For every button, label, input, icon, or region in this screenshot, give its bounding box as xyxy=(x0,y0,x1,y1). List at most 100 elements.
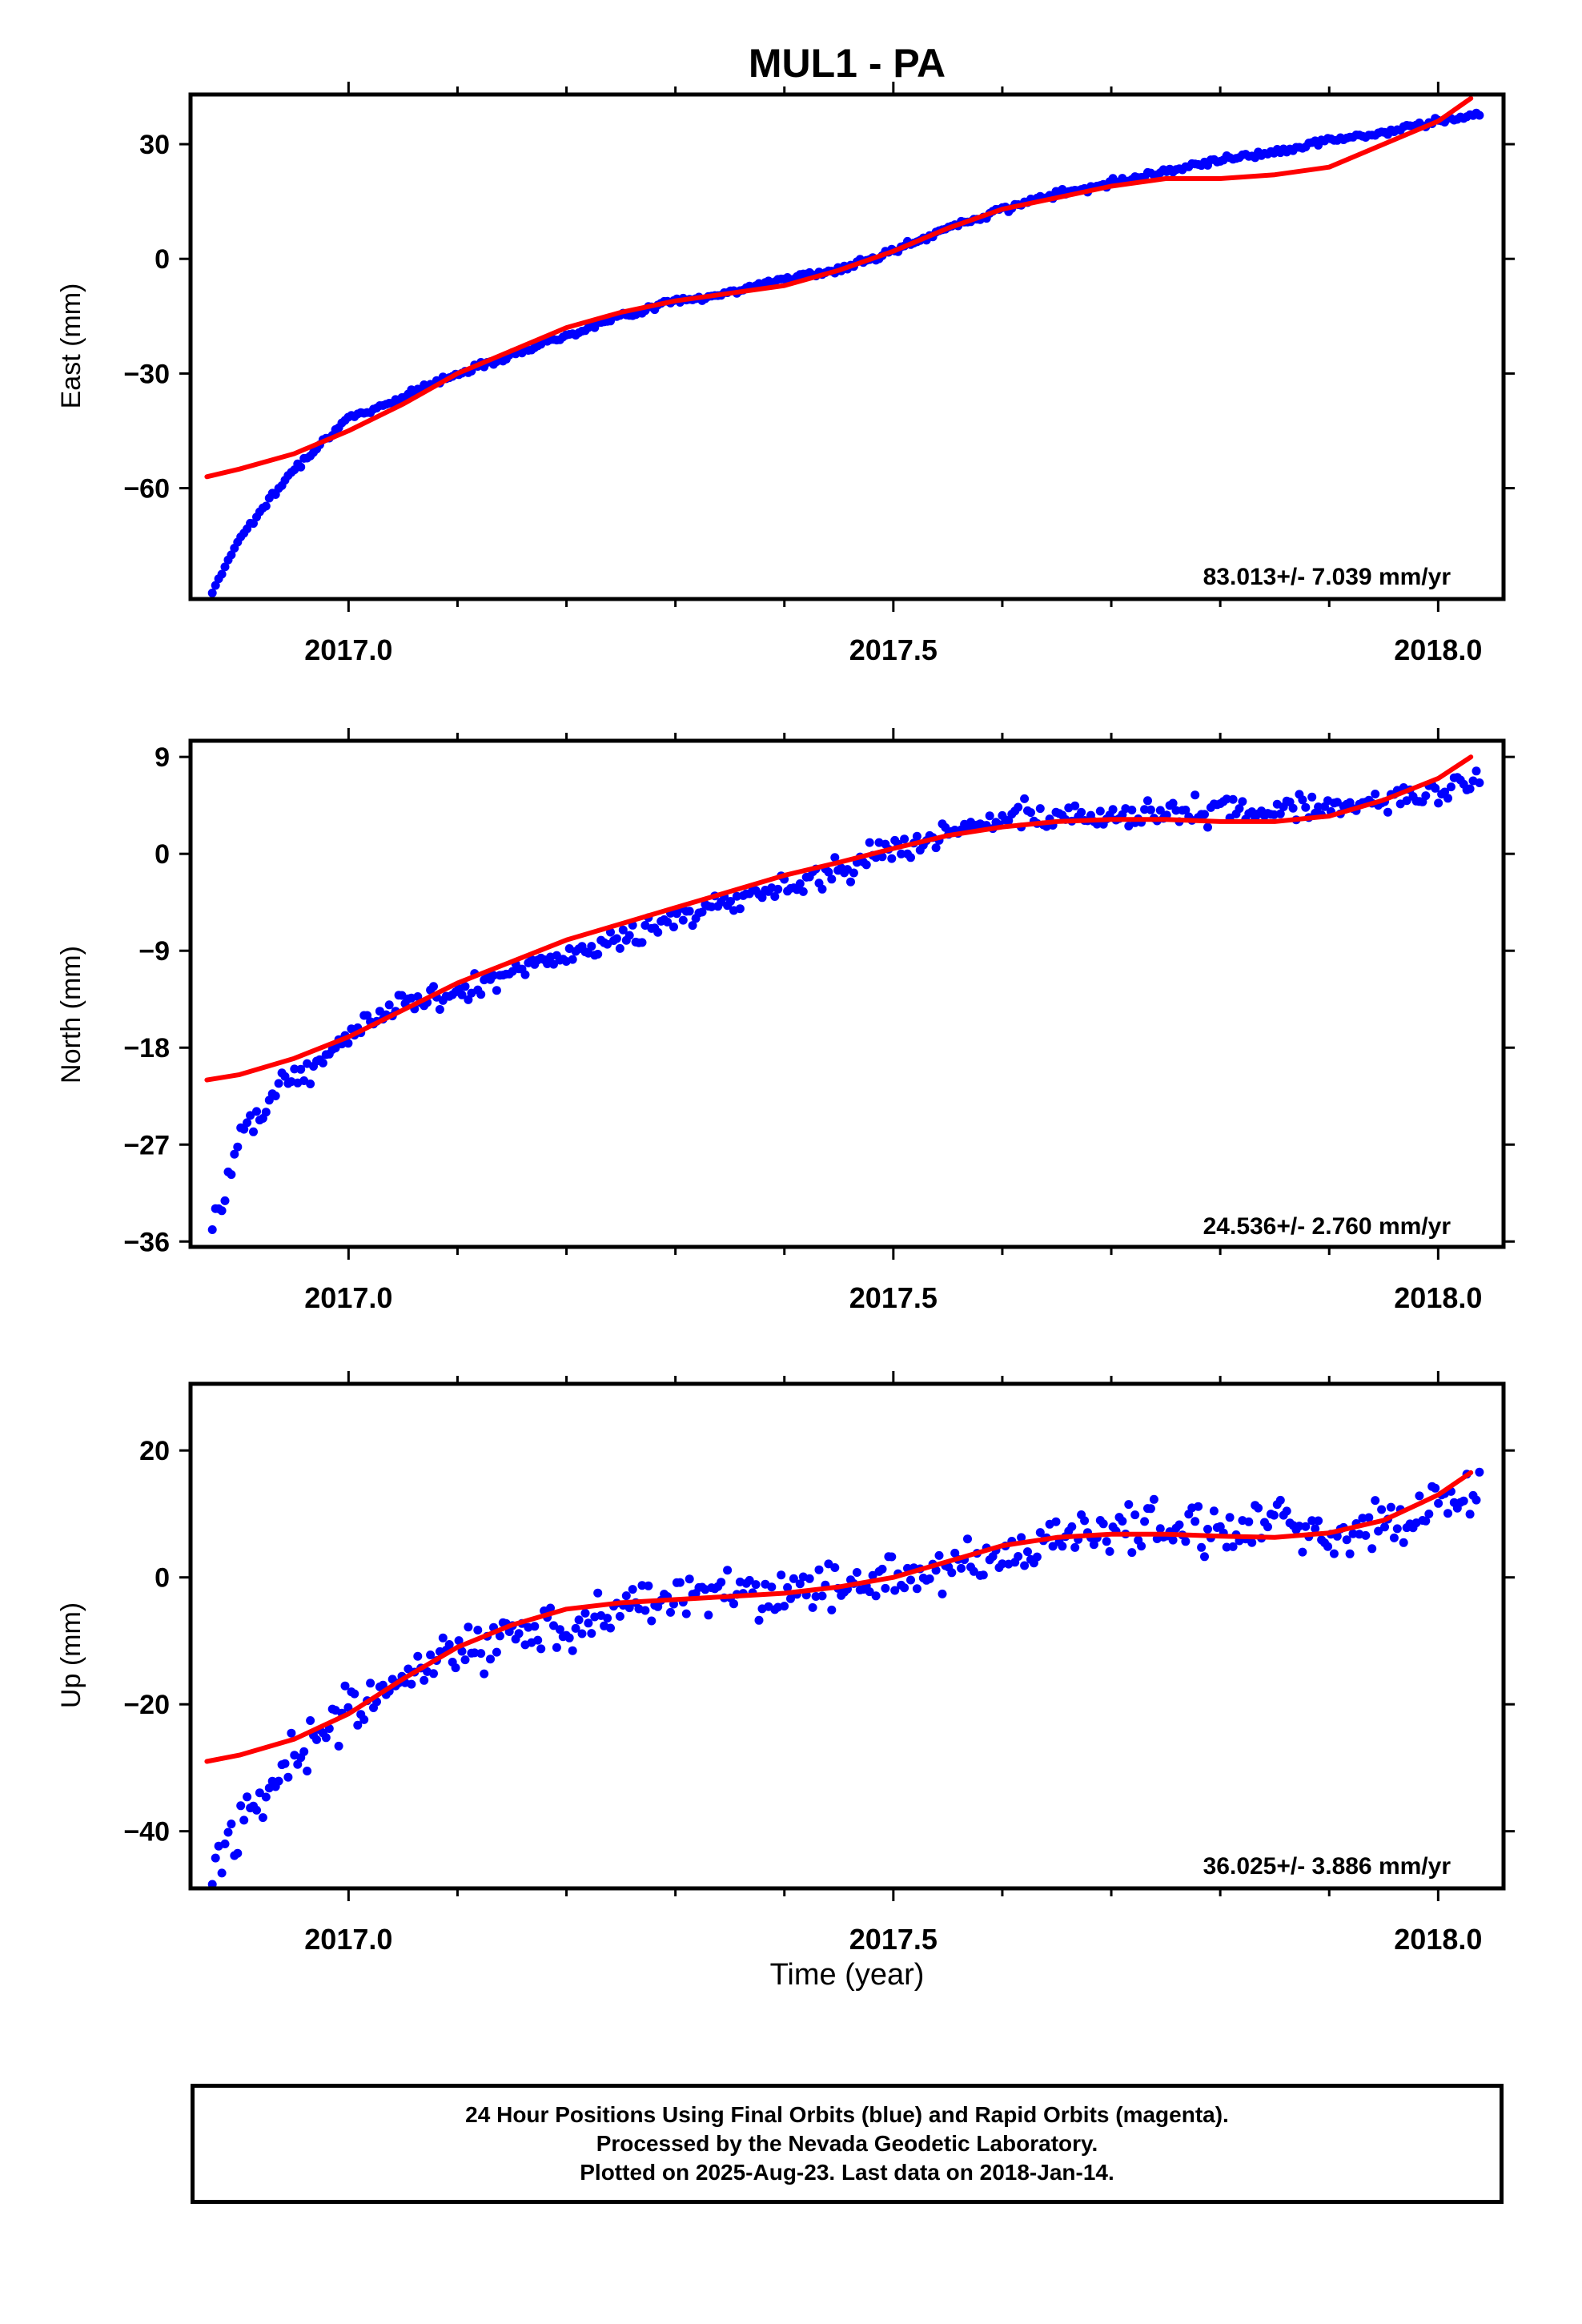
data-point-north-342 xyxy=(1288,803,1298,813)
data-point-north-35 xyxy=(318,1058,327,1068)
xtick-label-north-2: 2018.0 xyxy=(1394,1281,1482,1314)
data-point-up-269 xyxy=(1058,1542,1067,1551)
data-point-up-117 xyxy=(577,1629,587,1638)
fit-line-up xyxy=(204,1470,1474,1764)
ytick-labels-east: 30 0 −30 −60 xyxy=(123,130,170,505)
data-point-up-186 xyxy=(795,1579,805,1589)
data-point-up-9 xyxy=(236,1801,246,1811)
data-point-north-120 xyxy=(587,942,596,951)
data-point-up-150 xyxy=(681,1609,691,1618)
data-point-up-190 xyxy=(808,1602,817,1612)
data-point-up-312 xyxy=(1194,1502,1203,1511)
data-points-east xyxy=(207,108,1484,597)
data-point-north-3 xyxy=(217,1206,227,1216)
data-point-north-20 xyxy=(271,1092,280,1100)
data-point-north-114 xyxy=(568,955,577,964)
data-point-north-17 xyxy=(261,1108,271,1117)
data-point-up-40 xyxy=(334,1741,343,1751)
footer-caption-box: 24 Hour Positions Using Final Orbits (bl… xyxy=(191,2084,1504,2204)
data-point-up-125 xyxy=(603,1614,612,1623)
fit-line-north xyxy=(204,754,1474,1083)
data-point-north-387 xyxy=(1431,783,1440,793)
data-point-north-23 xyxy=(280,1072,290,1081)
data-point-up-273 xyxy=(1070,1542,1080,1552)
data-point-up-227 xyxy=(925,1574,934,1583)
data-point-up-192 xyxy=(814,1565,824,1574)
data-point-up-102 xyxy=(530,1622,540,1631)
data-point-up-54 xyxy=(378,1680,387,1690)
data-point-up-184 xyxy=(789,1574,798,1583)
data-point-north-275 xyxy=(1077,807,1086,817)
data-point-north-193 xyxy=(817,884,827,894)
data-point-up-65 xyxy=(413,1651,423,1661)
data-point-north-85 xyxy=(476,990,486,999)
ytick-label-north-0: 9 xyxy=(155,742,170,773)
data-point-up-283 xyxy=(1102,1537,1111,1546)
data-point-up-276 xyxy=(1080,1516,1090,1526)
data-point-up-400 xyxy=(1472,1495,1481,1505)
data-point-up-50 xyxy=(366,1679,375,1688)
ytick-labels-up: 20 0 −20 −40 xyxy=(123,1436,170,1847)
ytick-label-north-2: −9 xyxy=(139,936,170,967)
footer-line-3: Plotted on 2025-Aug-23. Last data on 201… xyxy=(580,2160,1114,2185)
data-point-up-145 xyxy=(666,1607,675,1617)
data-point-up-344 xyxy=(1295,1522,1304,1531)
data-point-north-8 xyxy=(233,1142,243,1152)
data-point-north-326 xyxy=(1238,797,1247,806)
data-point-north-11 xyxy=(243,1118,252,1128)
data-point-north-305 xyxy=(1171,806,1181,815)
footer-line-1: 24 Hour Positions Using Final Orbits (bl… xyxy=(465,2102,1229,2127)
data-point-up-355 xyxy=(1329,1549,1339,1558)
data-point-up-170 xyxy=(745,1575,754,1585)
data-point-up-368 xyxy=(1371,1496,1380,1506)
data-point-up-23 xyxy=(280,1759,290,1768)
data-point-up-388 xyxy=(1434,1498,1443,1508)
data-point-up-85 xyxy=(476,1649,486,1659)
data-point-up-30 xyxy=(303,1767,312,1775)
ytick-label-east-0: 30 xyxy=(139,130,170,160)
data-point-up-295 xyxy=(1140,1517,1150,1526)
data-point-north-262 xyxy=(1035,804,1045,814)
data-point-north-56 xyxy=(384,1000,394,1010)
data-point-north-128 xyxy=(612,934,621,943)
data-point-north-259 xyxy=(1026,808,1035,818)
ytick-label-up-3: −40 xyxy=(123,1817,170,1848)
data-point-up-241 xyxy=(969,1566,978,1576)
data-point-north-208 xyxy=(865,838,874,847)
data-point-up-313 xyxy=(1197,1542,1207,1552)
data-point-up-107 xyxy=(546,1603,555,1613)
data-point-east-3 xyxy=(217,569,227,579)
data-point-up-375 xyxy=(1392,1524,1402,1534)
data-point-up-165 xyxy=(729,1599,738,1609)
data-point-north-368 xyxy=(1371,790,1380,798)
ticks-up xyxy=(179,1371,1515,1901)
data-point-north-108 xyxy=(549,959,558,969)
data-point-north-21 xyxy=(274,1079,283,1088)
data-point-north-400 xyxy=(1472,766,1481,776)
data-point-north-212 xyxy=(877,852,887,862)
data-point-up-213 xyxy=(881,1583,890,1593)
data-point-up-33 xyxy=(312,1735,321,1744)
data-point-north-291 xyxy=(1127,806,1137,814)
data-point-north-315 xyxy=(1203,822,1212,832)
data-point-up-113 xyxy=(564,1633,574,1642)
data-point-up-230 xyxy=(934,1550,944,1560)
data-point-up-139 xyxy=(647,1616,656,1626)
data-point-up-322 xyxy=(1225,1513,1235,1522)
data-point-up-97 xyxy=(514,1629,524,1638)
data-point-north-130 xyxy=(618,925,628,935)
data-point-north-345 xyxy=(1298,795,1307,805)
data-point-up-370 xyxy=(1377,1505,1387,1514)
data-point-up-282 xyxy=(1098,1519,1108,1529)
data-point-up-137 xyxy=(640,1606,650,1615)
data-point-north-158 xyxy=(707,902,717,911)
data-point-up-300 xyxy=(1155,1524,1165,1534)
data-point-north-0 xyxy=(207,1225,217,1234)
data-point-up-262 xyxy=(1035,1528,1045,1538)
data-point-north-348 xyxy=(1307,792,1317,802)
data-point-north-346 xyxy=(1301,802,1311,812)
data-point-up-401 xyxy=(1475,1467,1484,1477)
data-point-east-17 xyxy=(261,501,271,511)
data-point-north-388 xyxy=(1434,798,1443,808)
data-point-up-6 xyxy=(227,1819,236,1829)
